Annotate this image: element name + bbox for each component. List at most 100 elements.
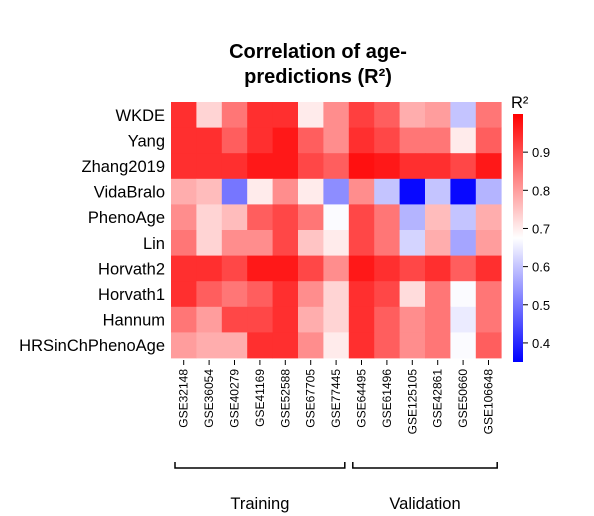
- heatmap-cell: [475, 178, 502, 205]
- heatmap-cell: [374, 204, 400, 231]
- heatmap-cell: [171, 230, 197, 256]
- colorbar-tick-label: 0.7: [532, 221, 550, 236]
- heatmap-cell: [450, 102, 477, 128]
- heatmap-cell: [221, 255, 248, 282]
- heatmap-cell: [247, 153, 273, 180]
- heatmap-cell: [196, 306, 223, 333]
- column-label: GSE42861: [431, 369, 445, 428]
- colorbar-tick-label: 0.8: [532, 183, 550, 198]
- heatmap-cell: [450, 255, 477, 282]
- heatmap-cell: [425, 255, 451, 282]
- column-label: GSE77445: [329, 369, 343, 428]
- heatmap-cell: [348, 178, 375, 205]
- heatmap-cell: [196, 153, 223, 180]
- heatmap-cell: [247, 102, 273, 128]
- heatmap-cell: [298, 306, 324, 333]
- heatmap-cell: [247, 230, 273, 256]
- column-label: GSE50660: [456, 369, 470, 428]
- chart-title-line-2: predictions (R²): [244, 66, 392, 88]
- column-label: GSE41169: [253, 369, 267, 427]
- heatmap-cell: [298, 153, 324, 180]
- heatmap-cell: [475, 281, 502, 308]
- heatmap-cell: [348, 230, 375, 256]
- column-labels: GSE32148 GSE36054 GSE40279 GSE41169 GSE52588…: [177, 360, 496, 434]
- heatmap-cell: [247, 281, 273, 308]
- heatmap-cell: [298, 204, 324, 231]
- heatmap-cell: [425, 178, 451, 205]
- heatmap-cell: [298, 230, 324, 256]
- heatmap-cell: [272, 255, 299, 282]
- column-label: GSE36054: [202, 369, 216, 428]
- heatmap-cell: [374, 281, 400, 308]
- heatmap-cell: [272, 230, 299, 256]
- heatmap-cell: [196, 102, 223, 128]
- column-label: GSE64495: [355, 369, 369, 428]
- heatmap-cell: [247, 332, 273, 359]
- heatmap-cell: [425, 281, 451, 308]
- heatmap-cell: [323, 281, 350, 308]
- heatmap-cell: [196, 204, 223, 231]
- heatmap-cell: [399, 102, 426, 128]
- heatmap-cell: [450, 178, 477, 205]
- heatmap-cell: [272, 306, 299, 333]
- heatmap-cell: [196, 332, 223, 359]
- heatmap-cell: [374, 332, 400, 359]
- colorbar-tick-label: 0.9: [532, 145, 550, 160]
- heatmap-cell: [323, 306, 350, 333]
- heatmap-cell: [323, 153, 350, 180]
- heatmap-cell: [399, 332, 426, 359]
- heatmap-cell: [374, 102, 400, 128]
- heatmap-cell: [196, 127, 223, 154]
- heatmap-cell: [450, 281, 477, 308]
- heatmap-cell: [221, 153, 248, 180]
- row-label: WKDE: [116, 107, 166, 125]
- heatmap-cell: [221, 178, 248, 205]
- heatmap-cell: [247, 178, 273, 205]
- column-label: GSE40279: [228, 369, 242, 428]
- heatmap-cell: [298, 255, 324, 282]
- heatmap-cell: [374, 255, 400, 282]
- heatmap-cell: [425, 204, 451, 231]
- heatmap-cell: [399, 178, 426, 205]
- heatmap-cell: [247, 127, 273, 154]
- heatmap-cell: [298, 102, 324, 128]
- heatmap-cell: [450, 204, 477, 231]
- heatmap-cell: [272, 178, 299, 205]
- heatmap-cell: [450, 230, 477, 256]
- heatmap-cell: [475, 204, 502, 231]
- colorbar-label: R²: [511, 94, 529, 112]
- heatmap-cell: [323, 204, 350, 231]
- heatmap-cell: [196, 230, 223, 256]
- colorbar: R² 0.4 0.5 0.6 0.7 0.8 0.9: [511, 94, 550, 362]
- heatmap-cell: [348, 102, 375, 128]
- heatmap-cell: [171, 332, 197, 359]
- heatmap-cell: [171, 102, 197, 128]
- heatmap-cell: [475, 332, 502, 359]
- colorbar-tick-label: 0.5: [532, 298, 550, 313]
- heatmap-cell: [221, 204, 248, 231]
- heatmap-cell: [475, 102, 502, 128]
- heatmap-cell: [171, 306, 197, 333]
- heatmap-cell: [399, 281, 426, 308]
- heatmap-cell: [475, 230, 502, 256]
- heatmap-cell: [374, 178, 400, 205]
- colorbar-tick-label: 0.6: [532, 260, 550, 275]
- colorbar-bar: [513, 114, 523, 362]
- heatmap-cell: [450, 306, 477, 333]
- heatmap-cell: [298, 281, 324, 308]
- heatmap-cell: [374, 230, 400, 256]
- column-label: GSE52588: [278, 369, 292, 428]
- heatmap-cell: [475, 153, 502, 180]
- heatmap-cells: [171, 102, 502, 359]
- heatmap-cell: [272, 204, 299, 231]
- column-label: GSE125105: [405, 369, 419, 435]
- column-label: GSE32148: [177, 369, 191, 428]
- heatmap-cell: [323, 230, 350, 256]
- group-bracket: [174, 462, 346, 469]
- heatmap-cell: [348, 153, 375, 180]
- column-label: GSE106648: [482, 369, 496, 435]
- row-label: Lin: [143, 235, 165, 253]
- heatmap-cell: [399, 204, 426, 231]
- chart-title-line-1: Correlation of age-: [229, 41, 407, 63]
